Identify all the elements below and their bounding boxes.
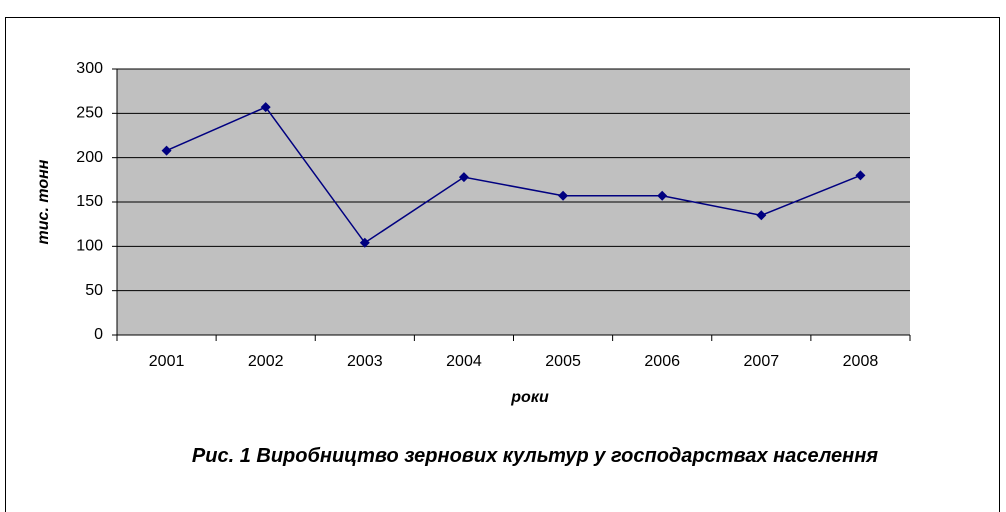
chart-title: Рис. 1 Виробництво зернових культур у го… xyxy=(191,445,879,467)
y-tick-label: 300 xyxy=(76,60,103,77)
data-marker xyxy=(657,190,668,201)
chart-frame xyxy=(5,17,1000,512)
y-tick-label: 0 xyxy=(94,326,103,343)
data-marker xyxy=(458,172,469,183)
data-marker xyxy=(558,190,569,201)
y-tick-label: 100 xyxy=(76,238,103,255)
y-tick-label: 150 xyxy=(76,193,103,210)
y-axis-label: тис. тонн xyxy=(35,159,52,244)
x-tick-label: 2004 xyxy=(446,353,482,370)
data-marker xyxy=(756,210,767,221)
x-tick-label: 2008 xyxy=(843,353,879,370)
data-marker xyxy=(359,237,370,248)
y-tick-label: 200 xyxy=(76,149,103,166)
x-tick-label: 2005 xyxy=(545,353,581,370)
y-tick-label: 50 xyxy=(85,282,103,299)
x-tick-label: 2006 xyxy=(644,353,680,370)
y-tick-label: 250 xyxy=(76,105,103,122)
x-tick-label: 2001 xyxy=(149,353,185,370)
x-tick-label: 2002 xyxy=(248,353,284,370)
x-tick-label: 2007 xyxy=(744,353,780,370)
data-marker xyxy=(260,102,271,113)
x-tick-label: 2003 xyxy=(347,353,383,370)
x-axis-label: роки xyxy=(510,389,549,406)
data-marker xyxy=(161,145,172,156)
data-line xyxy=(166,106,861,244)
data-marker xyxy=(855,170,866,181)
